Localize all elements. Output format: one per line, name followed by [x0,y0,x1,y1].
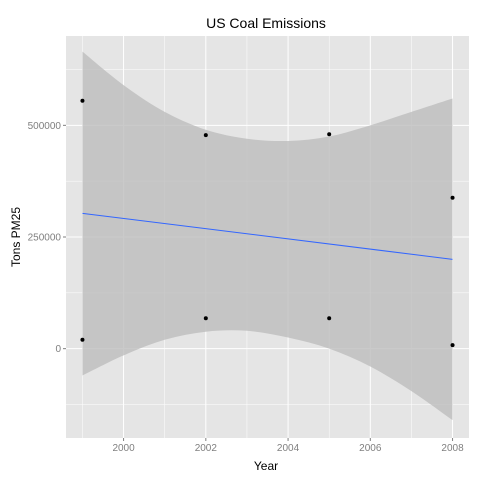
x-axis-ticks: 2000 2002 2004 2006 2008 [112,438,464,454]
data-point [450,195,455,200]
x-tick-label: 2006 [359,443,382,454]
data-point [80,98,85,103]
data-point [80,337,85,342]
x-axis-title: Year [254,459,278,473]
data-point [450,343,455,348]
y-axis-title: Tons PM25 [9,207,23,267]
x-tick-label: 2002 [195,443,218,454]
data-point [203,316,208,321]
data-point [327,316,332,321]
trend-line [82,212,453,260]
y-tick-label: 0 [55,344,61,355]
y-axis-ticks: 0 250000 500000 [28,121,66,355]
data-point [327,132,332,137]
x-tick-label: 2008 [441,443,464,454]
y-tick-label: 250000 [28,233,62,244]
chart-title: US Coal Emissions [206,15,326,31]
data-points [80,98,455,348]
data-point [203,133,208,138]
x-tick-label: 2000 [112,443,135,454]
y-tick-label: 500000 [28,121,62,132]
x-tick-label: 2004 [277,443,300,454]
